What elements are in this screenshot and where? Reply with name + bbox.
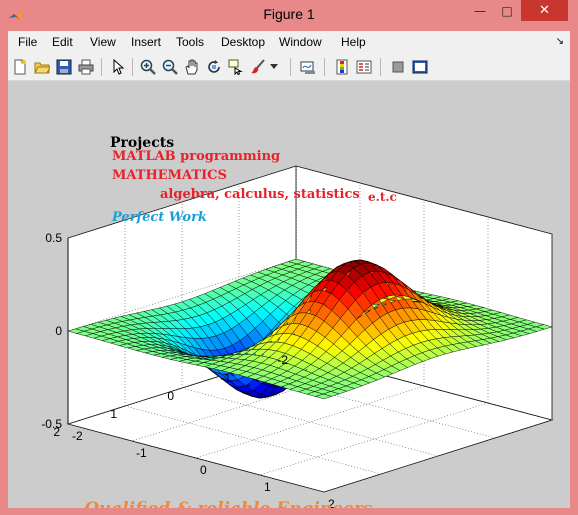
rotate-3d-icon[interactable]: [204, 57, 224, 77]
toolbar-separator: [132, 58, 133, 76]
menu-edit[interactable]: Edit: [52, 35, 73, 49]
menu-window[interactable]: Window: [279, 35, 322, 49]
pan-hand-icon[interactable]: [182, 57, 202, 77]
toolbar-separator: [101, 58, 102, 76]
toolbar-separator: [290, 58, 291, 76]
hide-plot-tools-icon[interactable]: [388, 57, 408, 77]
engineers-slogan: Qualified & reliable Engineers: [84, 499, 373, 508]
dock-arrow-icon[interactable]: ↘: [555, 36, 564, 47]
grid-line: [323, 419, 553, 493]
menu-help[interactable]: Help: [341, 35, 366, 49]
grid-line: [238, 369, 496, 439]
projects-label: Projects: [110, 135, 174, 151]
menu-insert[interactable]: Insert: [131, 35, 162, 49]
x-tick-label: -1: [136, 446, 147, 460]
x-tick-label: -2: [72, 429, 83, 443]
y-tick-label: 0: [167, 389, 174, 403]
etc-label: e.t.c: [368, 190, 397, 204]
grid-line: [295, 351, 553, 421]
grid-line: [67, 423, 325, 493]
grid-line: [67, 258, 297, 332]
menu-bar: File Edit View Insert Tools Desktop Wind…: [8, 31, 570, 53]
minimize-button[interactable]: —: [474, 3, 486, 18]
y-tick-label: 2: [53, 425, 60, 439]
grid-line: [124, 405, 382, 475]
y-tick-label: 1: [110, 407, 117, 421]
x-tick-label: 2: [328, 497, 335, 508]
print-figure-icon[interactable]: [76, 57, 96, 77]
brush-dropdown-icon[interactable]: [268, 57, 280, 77]
z-tick-label: 0: [55, 324, 62, 338]
x-tick-label: 1: [264, 480, 271, 494]
maximize-button[interactable]: □: [501, 3, 513, 18]
brush-data-icon[interactable]: [248, 57, 268, 77]
menu-view[interactable]: View: [90, 35, 116, 49]
zoom-in-icon[interactable]: [138, 57, 158, 77]
open-file-icon[interactable]: [32, 57, 52, 77]
window-title: Figure 1: [263, 6, 315, 22]
y-tick-label: -1: [220, 371, 231, 385]
toolbar-separator: [324, 58, 325, 76]
edit-plot-arrow-icon[interactable]: [108, 57, 128, 77]
new-figure-icon[interactable]: [10, 57, 30, 77]
insert-colorbar-icon[interactable]: [332, 57, 352, 77]
matlab-logo-icon: [9, 9, 23, 20]
surface-mesh: [67, 258, 553, 400]
z-tick-label: 0.5: [45, 231, 62, 245]
perfect-work-label: Perfect Work: [111, 210, 207, 225]
menu-tools[interactable]: Tools: [176, 35, 205, 49]
grid-line: [195, 385, 425, 459]
grid-line: [181, 387, 439, 457]
y-tick-label: -2: [277, 353, 288, 367]
x-tick-label: 0: [200, 463, 207, 477]
link-plot-icon[interactable]: [298, 57, 318, 77]
figure-client: File Edit View Insert Tools Desktop Wind…: [8, 31, 570, 515]
mathematics-label: MATHEMATICS: [112, 168, 227, 183]
grid-line: [67, 165, 297, 239]
data-cursor-icon[interactable]: [226, 57, 246, 77]
grid-line: [259, 402, 489, 476]
save-figure-icon[interactable]: [54, 57, 74, 77]
menu-file[interactable]: File: [18, 35, 38, 49]
surface-patch: [67, 328, 85, 334]
close-button[interactable]: ✕: [521, 0, 568, 21]
insert-legend-icon[interactable]: [354, 57, 374, 77]
figure-toolbar: [8, 53, 570, 81]
topics-label: algebra, calculus, statistics: [160, 187, 360, 202]
toolbar-separator: [380, 58, 381, 76]
title-bar[interactable]: Figure 1 — □ ✕: [0, 0, 578, 31]
z-tick-label: -0.5: [41, 417, 62, 431]
zoom-out-icon[interactable]: [160, 57, 180, 77]
menu-desktop[interactable]: Desktop: [221, 35, 266, 49]
show-plot-tools-icon[interactable]: [410, 57, 430, 77]
figure-canvas[interactable]: 0.5 0 -0.5 2 1 0 -1 -2 -2 -1 0 1 2 Projects MATLAB p…: [8, 82, 570, 515]
grid-line: [295, 165, 553, 235]
matlab-programming-label: MATLAB programming: [112, 149, 280, 164]
